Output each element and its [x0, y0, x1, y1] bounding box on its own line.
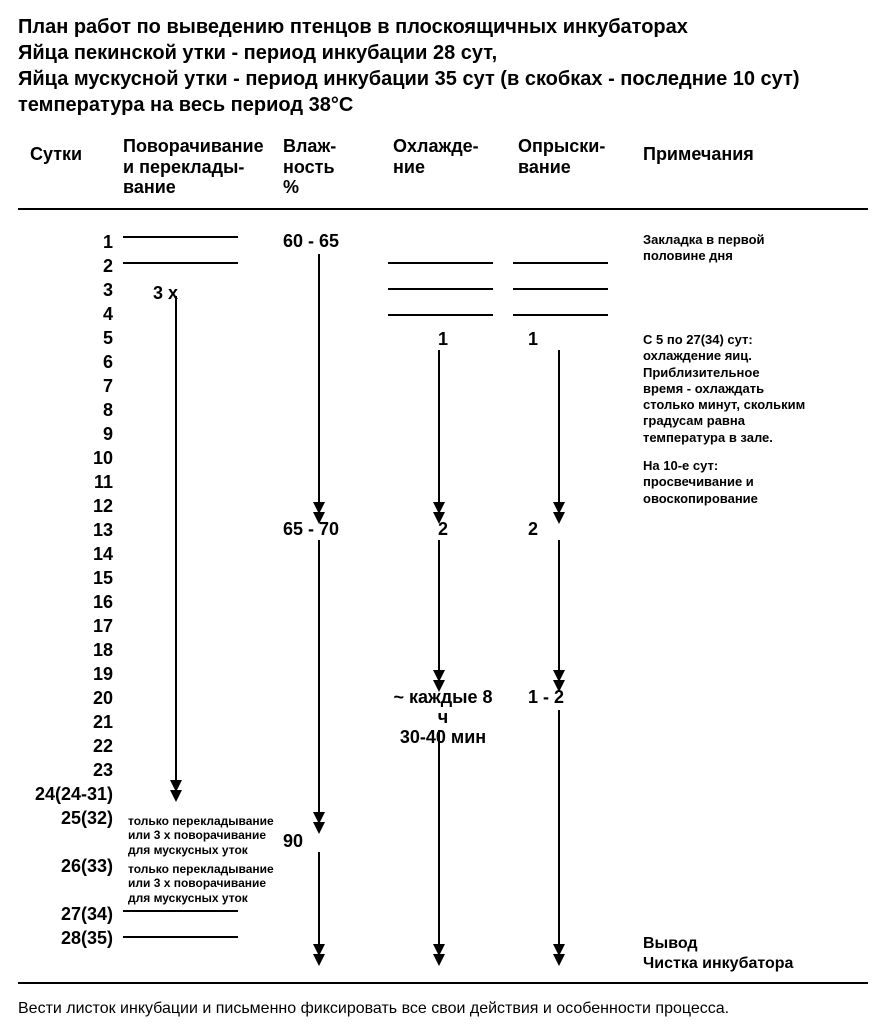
day-label: 11: [18, 472, 113, 493]
turning-end-line: [123, 910, 238, 912]
day-label: 9: [18, 424, 113, 445]
humidity-value: 60 - 65: [283, 232, 339, 252]
day-label: 21: [18, 712, 113, 733]
day-label: 6: [18, 352, 113, 373]
humidity-arrow-0-head2: [313, 502, 325, 514]
cooling-arrow-0-head2: [433, 502, 445, 514]
col-header-days: Сутки: [30, 144, 82, 165]
col-header-notes: Примечания: [643, 144, 754, 165]
day-label: 27(34): [18, 904, 113, 925]
col-header-humidity: Влаж-ность%: [283, 136, 336, 198]
title-line-2: Яйца пекинской утки - период инкубации 2…: [18, 40, 869, 66]
spraying-start-line: [513, 262, 608, 264]
humidity-arrow-0-shaft: [318, 254, 320, 514]
cooling-arrow-2-shaft: [438, 730, 440, 956]
turning-note: только перекладываниеили 3 х поворачиван…: [128, 814, 278, 857]
day-label: 26(33): [18, 856, 113, 877]
day-label: 19: [18, 664, 113, 685]
title-block: План работ по выведению птенцов в плоско…: [18, 14, 869, 118]
humidity-value: 90: [283, 832, 303, 852]
day-label: 10: [18, 448, 113, 469]
day-label: 17: [18, 616, 113, 637]
incubation-chart: Сутки Поворачиваниеи переклады-вание Влаж-…: [18, 136, 868, 996]
day-label: 8: [18, 400, 113, 421]
spraying-value: 1: [528, 330, 538, 350]
turning-arrow-head2: [170, 780, 182, 792]
cooling-start-line: [388, 314, 493, 316]
day-label: 25(32): [18, 808, 113, 829]
turning-start-line: [123, 262, 238, 264]
cooling-start-line: [388, 288, 493, 290]
spraying-arrow-0-shaft: [558, 350, 560, 514]
spraying-arrow-1-shaft: [558, 540, 560, 682]
cooling-value: ~ каждые 8 ч30-40 мин: [388, 688, 498, 747]
note-text: Закладка в первойполовине дня: [643, 232, 868, 265]
spraying-arrow-2-head2: [553, 944, 565, 956]
day-label: 23: [18, 760, 113, 781]
cooling-arrow-0-shaft: [438, 350, 440, 514]
day-label: 16: [18, 592, 113, 613]
day-label: 13: [18, 520, 113, 541]
cooling-arrow-1-head2: [433, 670, 445, 682]
day-label: 24(24-31): [18, 784, 113, 805]
spraying-start-line: [513, 314, 608, 316]
day-label: 12: [18, 496, 113, 517]
turning-start-line: [123, 236, 238, 238]
spraying-arrow-0-head2: [553, 502, 565, 514]
day-label: 1: [18, 232, 113, 253]
col-header-spraying: Опрыски-вание: [518, 136, 605, 177]
title-line-3: Яйца мускусной утки - период инкубации 3…: [18, 66, 869, 92]
day-label: 4: [18, 304, 113, 325]
spraying-start-line: [513, 288, 608, 290]
turning-note: только перекладываниеили 3 х поворачиван…: [128, 862, 278, 905]
col-header-turning: Поворачиваниеи переклады-вание: [123, 136, 264, 198]
title-line-4: температура на весь период 38°С: [18, 92, 869, 118]
day-label: 7: [18, 376, 113, 397]
cooling-arrow-1-shaft: [438, 540, 440, 682]
hr-top: [18, 208, 868, 210]
day-label: 28(35): [18, 928, 113, 949]
day-label: 18: [18, 640, 113, 661]
turning-arrow-shaft: [175, 296, 177, 792]
title-line-1: План работ по выведению птенцов в плоско…: [18, 14, 869, 40]
hr-bottom: [18, 982, 868, 984]
note-text: ВыводЧистка инкубатора: [643, 934, 868, 974]
note-text: На 10-е сут:просвечивание иовоскопирован…: [643, 458, 868, 507]
humidity-arrow-1-shaft: [318, 540, 320, 824]
day-label: 20: [18, 688, 113, 709]
spraying-arrow-2-shaft: [558, 710, 560, 956]
cooling-start-line: [388, 262, 493, 264]
humidity-arrow-1-head2: [313, 812, 325, 824]
day-label: 2: [18, 256, 113, 277]
day-label: 5: [18, 328, 113, 349]
day-label: 3: [18, 280, 113, 301]
col-header-cooling: Охлажде-ние: [393, 136, 479, 177]
spraying-value: 2: [528, 520, 538, 540]
turning-end-line: [123, 936, 238, 938]
day-label: 15: [18, 568, 113, 589]
spraying-arrow-1-head2: [553, 670, 565, 682]
note-text: С 5 по 27(34) сут:охлаждение яиц.Приблиз…: [643, 332, 868, 446]
humidity-arrow-2-head2: [313, 944, 325, 956]
footer-text: Вести листок инкубации и письменно фикси…: [18, 1000, 869, 1018]
cooling-value: 1: [388, 330, 498, 350]
day-label: 22: [18, 736, 113, 757]
cooling-arrow-2-head2: [433, 944, 445, 956]
humidity-arrow-2-shaft: [318, 852, 320, 956]
day-label: 14: [18, 544, 113, 565]
humidity-value: 65 - 70: [283, 520, 339, 540]
